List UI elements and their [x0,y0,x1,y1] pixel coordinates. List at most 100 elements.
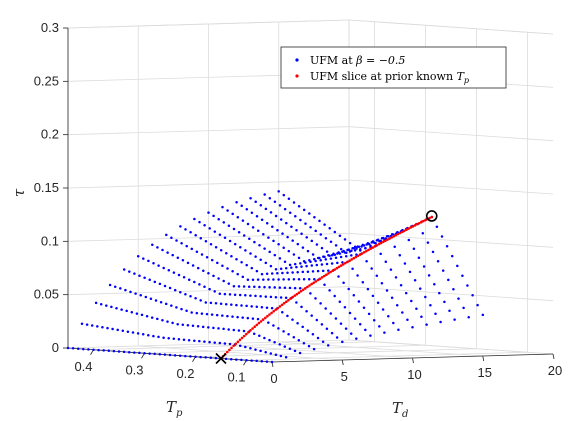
scatter-point [240,204,243,208]
scatter-point [334,244,338,247]
tick-labels: 0 5 10 15 20 0.1 0.2 0.3 0.4 0 0.05 0.1 0.15 0.2 0.25 0… [34,20,563,386]
slice-point [255,323,259,327]
scatter-point [281,271,284,275]
slice-point [335,266,339,270]
scatter-point [142,257,145,260]
scatter-point [251,226,255,229]
scatter-point [167,269,171,272]
scatter-point [425,323,428,326]
scatter-point [375,239,379,242]
slice-point [358,253,362,256]
scatter-point [213,341,216,344]
scatter-point [163,284,167,288]
scatter-point [321,269,325,273]
scatter-point [334,317,338,320]
scatter-point [316,269,320,273]
scatter-point [231,270,234,273]
scatter-point [355,247,358,250]
scatter-point [263,285,266,289]
scatter-point [216,261,219,265]
grid-line [246,351,528,361]
grid-line [195,348,477,358]
scatter-point [260,218,264,221]
scatter-point [163,353,167,356]
scatter-point [356,274,359,277]
scatter-point [184,228,187,231]
slice-point [253,325,256,329]
legend-box [280,46,507,89]
scatter-point [298,351,302,355]
scatter-point [258,285,261,289]
scatter-point [143,352,146,355]
scatter-point [282,278,285,281]
scatter-point [185,309,188,313]
slice-point [339,264,343,267]
scatter-point [268,286,271,289]
scatter-point [141,333,145,336]
scatter-point [207,326,210,329]
slice-point [396,232,400,236]
scatter-point [176,256,180,259]
scatter-point [214,302,218,305]
scatter-point [447,278,450,282]
scatter-point [295,228,298,232]
grid-line [348,126,554,142]
scatter-point [189,355,192,358]
scatter-point [411,325,414,329]
scatter-point [453,318,456,321]
scatter-point [240,358,243,362]
scatter-point [476,303,479,307]
scatter-point [222,221,226,224]
scatter-point [218,233,222,236]
scatter-point [273,341,276,344]
scatter-point [370,241,374,244]
scatter-point [106,326,109,330]
scatter-point [230,254,233,258]
slice-point [369,247,372,250]
scatter-point [246,222,250,226]
scatter-point [133,351,136,354]
scatter-point [324,307,327,310]
scatter-point [187,338,191,342]
slice-point [403,229,406,233]
scatter-point [283,345,287,348]
slice-point [251,327,254,330]
scatter-point [344,254,348,258]
scatter-point [320,263,324,266]
slice-point [268,313,271,316]
scatter-point [268,338,271,342]
slice-point [365,249,368,253]
scatter-point [350,249,353,252]
scatter-point [292,278,296,281]
scatter-point [326,344,330,347]
scatter-point [194,355,197,359]
scatter-point [97,348,100,352]
scatter-point [191,264,195,267]
scatter-point [351,247,354,250]
scatter-point [203,340,206,343]
scatter-point [149,297,153,301]
scatter-point [461,274,464,277]
scatter-point [151,243,154,247]
scatter-point [264,207,268,211]
scatter-point [319,233,323,236]
scatter-point [364,328,367,332]
scatter-point [124,288,127,292]
slice-point [304,287,307,290]
x-tick-mark [482,355,485,362]
scatter-point [292,336,296,339]
scatter-point [439,320,442,324]
slice-point [346,260,349,264]
scatter-point [376,301,380,304]
scatter-point [255,269,259,273]
slice-point [405,228,408,231]
y-tick-label: 0.4 [74,359,92,374]
scatter-point [286,314,289,318]
scatter-point [256,278,260,281]
scatter-point [316,336,320,340]
scatter-point [241,219,245,222]
scatter-point [147,333,150,337]
scatter-point [148,278,151,282]
slice-point [312,281,316,285]
scatter-point [244,345,247,349]
